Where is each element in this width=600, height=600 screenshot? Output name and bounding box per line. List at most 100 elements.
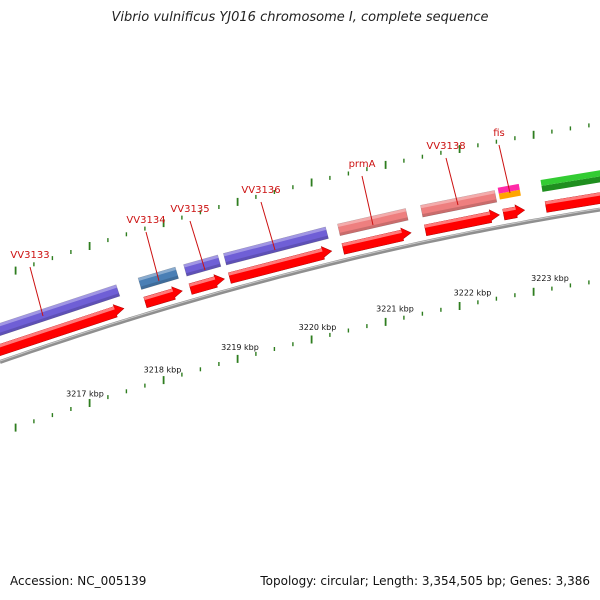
feature-box-shade (0, 293, 120, 340)
scale-label: 3221 kbp (376, 305, 414, 314)
tick-mark (384, 160, 387, 169)
tick-mark (347, 328, 350, 333)
gene-label: fis (493, 128, 505, 139)
tick-mark (199, 210, 202, 215)
gene-fis (497, 183, 526, 221)
gene-label: VV3135 (170, 204, 209, 215)
lower-tick-row (14, 280, 590, 432)
gene-label: VV3133 (10, 250, 49, 261)
tick-mark (51, 256, 54, 261)
tick-mark (440, 307, 442, 312)
feature-box (498, 189, 521, 200)
tick-mark (181, 215, 183, 220)
gene-label: VV3138 (426, 141, 465, 152)
gene-VV3138 (420, 190, 500, 236)
upper-tick-row (14, 123, 590, 275)
tick-mark (14, 266, 17, 275)
tick-mark (569, 283, 572, 288)
tick-mark (125, 232, 128, 237)
tick-mark (144, 383, 146, 388)
tick-mark (181, 372, 183, 377)
tick-mark (366, 324, 368, 329)
feature-box (223, 226, 329, 266)
tick-mark (255, 351, 257, 356)
tick-mark (421, 311, 424, 316)
feature-box-shade (225, 235, 329, 266)
tick-mark (51, 413, 54, 418)
feature-box-shade (422, 199, 497, 218)
feature-box (540, 167, 600, 186)
tick-mark (144, 226, 146, 231)
tick-mark (70, 407, 72, 411)
tick-mark (329, 175, 331, 180)
tick-mark (477, 300, 479, 305)
cds-arrow-shine (0, 306, 115, 350)
tick-mark (273, 347, 276, 351)
tick-mark (310, 335, 313, 344)
tick-mark (514, 293, 516, 298)
scale-label: 3218 kbp (144, 365, 182, 374)
cds-arrow-shine (143, 288, 174, 301)
scale-label: 3220 kbp (299, 323, 337, 332)
tick-mark (329, 332, 331, 337)
tick-mark (421, 154, 424, 159)
tick-mark (162, 376, 165, 385)
gene-leader-line (445, 157, 459, 206)
feature-box-shade (185, 263, 221, 277)
tick-mark (551, 286, 553, 291)
cds-arrow-shine (502, 206, 516, 213)
tick-mark (218, 362, 220, 366)
cds-arrow-shine (228, 248, 323, 276)
gene-label: prmA (349, 159, 376, 170)
tick-mark (255, 194, 257, 199)
gene-leader-line (29, 266, 44, 317)
gene-label: VV3134 (126, 215, 165, 226)
tick-mark (292, 185, 294, 190)
map-title: Vibrio vulnificus YJ016 chromosome I, co… (111, 10, 489, 25)
accession-text: Accession: NC_005139 (10, 574, 147, 588)
feature-box (420, 190, 498, 218)
gene-leader-line (145, 231, 160, 282)
cds-arrow (502, 204, 526, 221)
tick-mark (107, 395, 109, 400)
cds-arrow-shine (545, 191, 600, 205)
tick-mark (532, 130, 535, 139)
tick-mark (403, 315, 405, 320)
tick-mark (199, 367, 202, 372)
gene-leader-line (260, 201, 276, 251)
tick-mark (88, 242, 91, 250)
tick-mark (366, 167, 368, 172)
tick-mark (551, 129, 553, 134)
gene-leader-line (361, 175, 374, 226)
tick-mark (458, 145, 461, 153)
gene-unlabeled (540, 167, 600, 213)
gene-leader-line (189, 220, 206, 271)
tick-mark (292, 342, 294, 347)
feature-box-shine (0, 284, 118, 331)
tick-mark (236, 354, 239, 363)
feature-box-shade (140, 275, 179, 290)
gene-VV3133 (0, 284, 125, 358)
cds-arrow (0, 304, 125, 358)
tick-mark (33, 262, 35, 267)
cds-arrow-shine (424, 211, 491, 228)
scale-label: 3217 kbp (66, 389, 104, 398)
sequence-backbone-highlight (0, 208, 600, 362)
tick-mark (569, 126, 572, 131)
sequence-backbone (0, 207, 600, 364)
tick-mark (532, 287, 535, 296)
feature-box (541, 173, 600, 192)
tick-mark (88, 399, 91, 407)
tick-mark (236, 197, 239, 206)
cds-arrow (188, 274, 225, 295)
tick-mark (495, 296, 498, 301)
tick-mark (588, 123, 590, 128)
cds-arrow-shine (341, 229, 402, 247)
tick-mark (70, 250, 72, 254)
feature-box-shine (420, 190, 496, 209)
tick-mark (162, 219, 165, 228)
tick-mark (107, 238, 109, 243)
gene-leader-line (498, 144, 511, 194)
